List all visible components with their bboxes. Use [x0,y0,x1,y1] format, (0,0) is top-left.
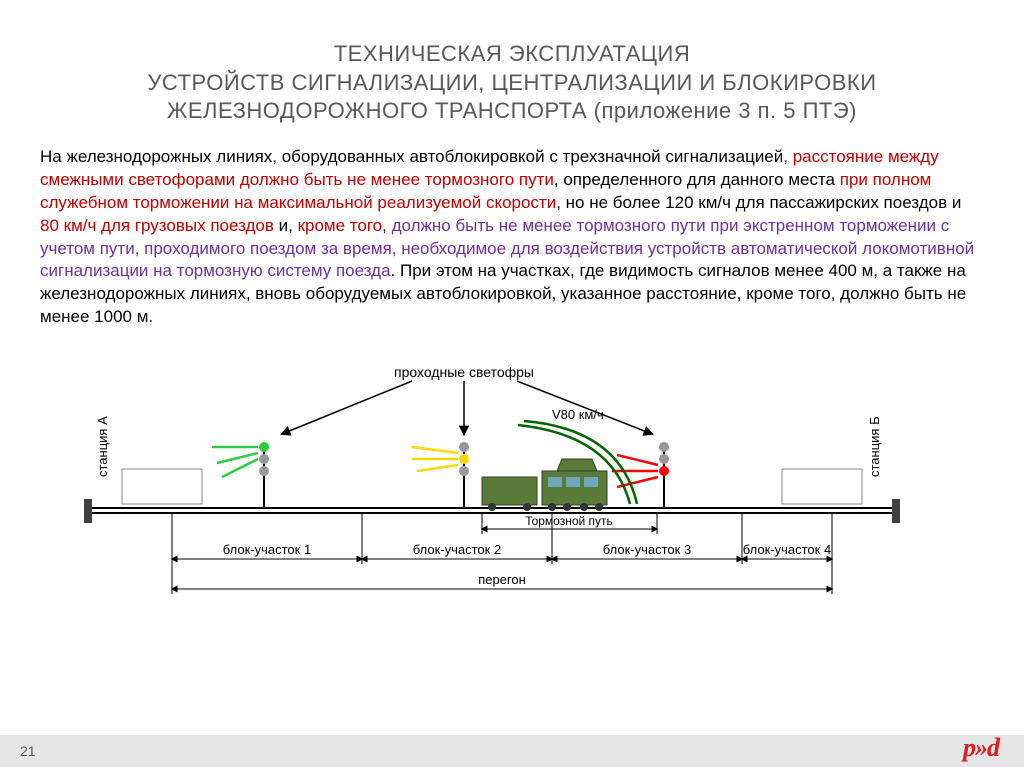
slide: ТЕХНИЧЕСКАЯ ЭКСПЛУАТАЦИЯ УСТРОЙСТВ СИГНА… [0,0,1024,767]
text-seg-8: кроме того [298,216,383,235]
title-line-2: УСТРОЙСТВ СИГНАЛИЗАЦИИ, ЦЕНТРАЛИЗАЦИИ И … [147,70,876,95]
station-b-label: станция Б [867,417,882,478]
title-line-1: ТЕХНИЧЕСКАЯ ЭКСПЛУАТАЦИЯ [334,41,691,66]
signal-yellow [412,442,469,507]
text-seg-7: и, [274,216,298,235]
page-number: 21 [20,743,36,759]
title-line-3: ЖЕЛЕЗНОДОРОЖНОГО ТРАНСПОРТА (приложение … [167,98,857,123]
text-seg-1: На железнодорожных линиях, оборудованных… [40,147,793,166]
braking-label: Тормозной путь [525,514,613,528]
text-seg-6: 80 км/ч для грузовых поездов [40,216,274,235]
block-4-label: блок-участок 4 [743,542,831,557]
body-paragraph: На железнодорожных линиях, оборудованных… [0,146,1024,350]
block-3-label: блок-участок 3 [603,542,691,557]
signal-red [612,442,669,507]
signal-green [212,442,269,507]
text-seg-9: , [382,216,391,235]
slide-title: ТЕХНИЧЕСКАЯ ЭКСПЛУАТАЦИЯ УСТРОЙСТВ СИГНА… [0,0,1024,146]
train [482,459,607,511]
block-1-label: блок-участок 1 [223,542,311,557]
railway-diagram: проходные светофры станция А станция Б [62,359,962,619]
text-seg-5: , но не более 120 км/ч для пассажирских … [556,193,961,212]
speed-label: V80 км/ч [552,407,604,422]
text-seg-3: , определенного для данного места [554,170,840,189]
top-label: проходные светофры [394,364,534,380]
diagram-svg: проходные светофры станция А станция Б [62,359,962,619]
station-a-label: станция А [95,416,110,477]
block-2-label: блок-участок 2 [413,542,501,557]
footer: 21 [0,735,1024,767]
span-label: перегон [478,572,526,587]
station-b-box [782,469,862,504]
right-post [892,499,900,523]
station-a-box [122,469,202,504]
rzd-logo: p»d [963,733,999,763]
left-post [84,499,92,523]
